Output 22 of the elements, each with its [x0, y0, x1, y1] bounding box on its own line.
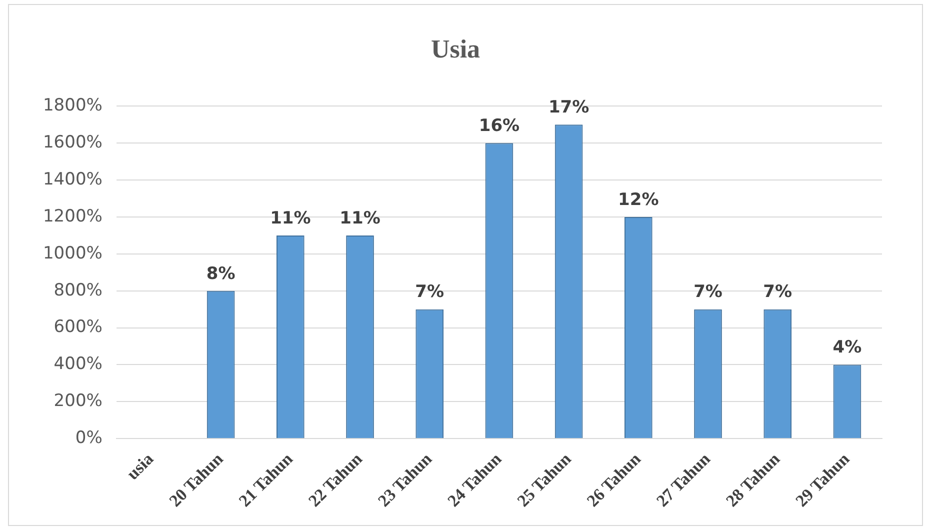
data-label: 7%	[763, 282, 792, 302]
data-label: 8%	[206, 264, 236, 284]
y-tick-label: 1400%	[42, 169, 102, 190]
chart-title: Usia	[430, 34, 480, 64]
data-label: 11%	[340, 208, 380, 228]
y-tick-label: 1200%	[42, 206, 102, 226]
data-label: 11%	[270, 208, 311, 228]
y-tick-label: 600%	[54, 317, 102, 338]
data-label: 7%	[694, 282, 722, 302]
y-tick-label: 1600%	[42, 132, 102, 153]
y-tick-label: 200%	[54, 391, 102, 412]
x-tick-label: usia	[123, 448, 158, 484]
data-label: 7%	[415, 282, 444, 302]
y-tick-label: 400%	[54, 354, 102, 374]
y-tick-label: 1000%	[42, 243, 102, 264]
data-label: 4%	[832, 338, 862, 358]
data-label: 12%	[618, 190, 659, 210]
y-tick-label: 800%	[54, 280, 102, 300]
data-label: 16%	[478, 116, 520, 136]
data-label: 17%	[548, 98, 590, 118]
y-tick-label: 0%	[75, 428, 102, 448]
y-tick-label: 1800%	[42, 96, 102, 116]
